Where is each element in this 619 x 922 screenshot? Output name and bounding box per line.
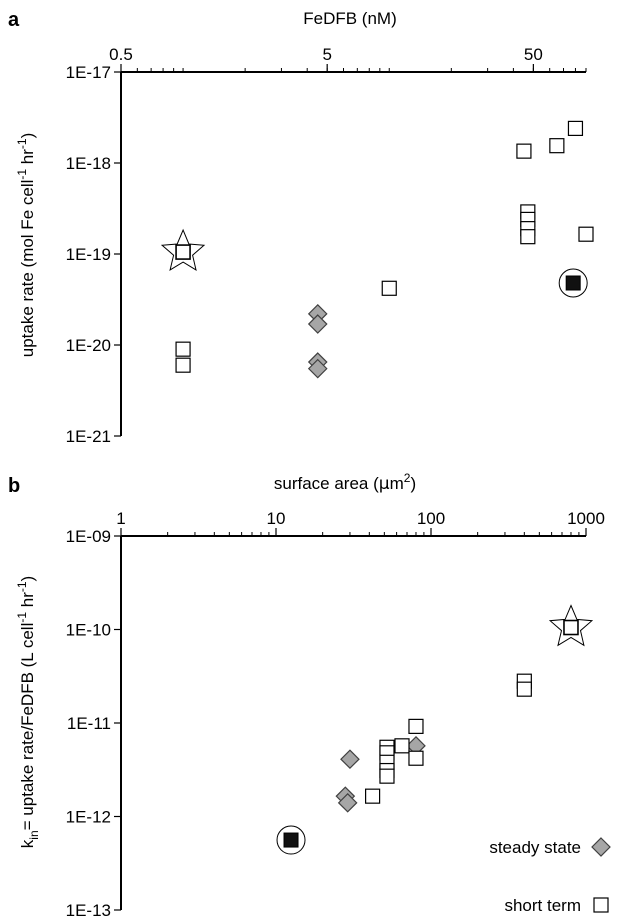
y-tick-label: 1E-21	[66, 427, 111, 446]
panel-b-marks	[276, 604, 594, 855]
y-tick-label: 1E-19	[66, 245, 111, 264]
legend: steady state short term	[489, 837, 611, 915]
ylabel-b-sup-2: -1	[15, 581, 29, 592]
panel-a-y-axis-title: uptake rate (mol Fe cell-1 hr-1)	[15, 133, 37, 358]
x-tick-label: 100	[417, 509, 445, 528]
square-marker	[520, 229, 536, 245]
data-point	[175, 341, 191, 357]
square-marker	[593, 897, 609, 913]
xlabel-b-sup: 2	[404, 471, 411, 485]
square-marker	[567, 120, 584, 137]
data-point	[365, 788, 381, 804]
square-marker	[516, 143, 532, 159]
data-point	[558, 268, 588, 298]
x-tick-label: 1000	[567, 509, 605, 528]
x-tick-label: 50	[524, 45, 543, 64]
data-point	[408, 750, 424, 766]
square-marker	[394, 738, 410, 754]
y-tick-label: 1E-09	[66, 527, 111, 546]
y-tick-label: 1E-11	[67, 714, 111, 733]
ylabel-b-sup-1: -1	[15, 612, 29, 623]
x-tick-label: 0.5	[109, 45, 133, 64]
data-point	[549, 138, 565, 154]
y-tick-label: 1E-20	[66, 336, 111, 355]
filled-square-marker	[283, 832, 299, 848]
panel-a-label: a	[8, 9, 20, 31]
square-marker	[408, 750, 424, 766]
panel-b-label: b	[8, 475, 20, 497]
diamond-marker	[340, 749, 360, 770]
data-point	[160, 228, 206, 271]
diamond-marker	[307, 314, 328, 334]
square-marker	[365, 788, 381, 804]
square-marker	[175, 357, 191, 373]
legend-label-short-term: short term	[504, 896, 581, 915]
xlabel-b-part-1: surface area (	[274, 474, 379, 493]
data-point	[516, 681, 532, 697]
panel-b-axes: 1 10 100 1000 1E-13 1E-12 1E-11 1E-10 1E-09	[66, 509, 605, 920]
y-tick-label: 1E-13	[66, 901, 111, 920]
data-point	[516, 143, 532, 159]
data-point	[578, 226, 594, 242]
panel-b: b surface area (µm2) 1 10 100 1000 1E-13 1E-1…	[8, 471, 611, 920]
square-marker	[578, 226, 594, 242]
square-marker	[175, 341, 191, 357]
ylabel-b-part-4: )	[18, 576, 37, 582]
data-point	[276, 825, 306, 855]
panel-a-x-axis-title: FeDFB (nM)	[303, 9, 397, 28]
legend-markers	[591, 837, 611, 913]
square-marker	[549, 138, 565, 154]
data-point	[307, 358, 328, 379]
xlabel-b-mu: µ	[379, 474, 390, 494]
diamond-marker	[337, 792, 358, 813]
data-point	[394, 738, 410, 754]
y-tick-label: 1E-12	[66, 808, 111, 827]
ylabel-a-part-3: )	[18, 133, 37, 139]
data-point	[548, 604, 594, 647]
data-point	[337, 792, 358, 813]
ylabel-b-part-3: hr	[18, 592, 37, 612]
square-marker	[381, 280, 397, 296]
x-tick-label: 1	[116, 509, 125, 528]
diamond-marker	[591, 837, 611, 857]
data-point	[567, 120, 584, 137]
diamond-marker	[307, 358, 328, 379]
square-marker	[379, 768, 395, 784]
x-tick-label: 10	[267, 509, 286, 528]
panel-a-axes: 0.5 5 50 1E-21 1E-20 1E-19 1E-18 1E-17	[66, 45, 587, 446]
square-marker	[408, 718, 424, 734]
panel-b-x-axis-title: surface area (µm2)	[274, 471, 416, 494]
square-marker	[516, 681, 532, 697]
filled-square-marker	[565, 275, 581, 291]
panel-a-marks	[160, 120, 594, 379]
square-marker	[563, 619, 579, 636]
legend-marker-short-term	[593, 897, 609, 913]
legend-marker-steady-state	[591, 837, 611, 857]
data-point	[381, 280, 397, 296]
ylabel-b-part-1: k	[18, 839, 37, 848]
ylabel-b-sub: in	[27, 830, 41, 839]
data-point	[307, 314, 328, 334]
xlabel-b-part-2: m	[390, 474, 404, 493]
x-tick-label: 5	[322, 45, 331, 64]
legend-label-steady-state: steady state	[489, 838, 581, 857]
ylabel-a-part-1: uptake rate (mol Fe cell	[18, 180, 37, 358]
square-marker	[175, 244, 191, 260]
data-point	[520, 229, 536, 245]
y-tick-label: 1E-18	[66, 154, 111, 173]
ylabel-a-sup-2: -1	[15, 138, 29, 149]
data-point	[379, 768, 395, 784]
xlabel-b-part-3: )	[410, 474, 416, 493]
data-point	[408, 718, 424, 734]
ylabel-a-part-2: hr	[18, 149, 37, 169]
ylabel-a-sup-1: -1	[15, 169, 29, 180]
ylabel-b-part-2: = uptake rate/FeDFB (L cell	[18, 623, 37, 831]
data-point	[340, 749, 360, 770]
data-point	[175, 357, 191, 373]
panel-b-y-axis-title: kin= uptake rate/FeDFB (L cell-1 hr-1)	[15, 576, 41, 848]
panel-a: a FeDFB (nM) 0.5 5 50 1E-21 1E-20 1E-19 1E-18 1…	[8, 9, 594, 446]
y-tick-label: 1E-10	[66, 621, 111, 640]
y-tick-label: 1E-17	[66, 63, 111, 82]
